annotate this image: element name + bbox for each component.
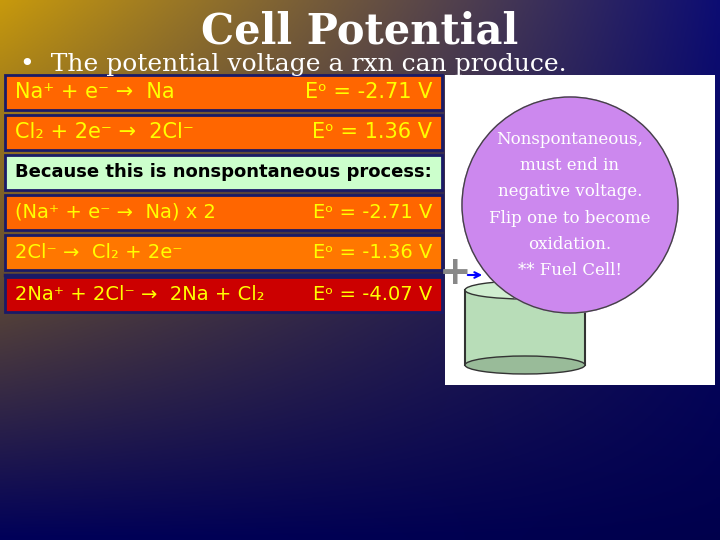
- FancyBboxPatch shape: [445, 75, 715, 385]
- Text: Na⁺ + e⁻ →  Na: Na⁺ + e⁻ → Na: [15, 82, 175, 102]
- FancyBboxPatch shape: [5, 75, 442, 110]
- Text: Cl₂ + 2e⁻ →  2Cl⁻: Cl₂ + 2e⁻ → 2Cl⁻: [15, 122, 194, 142]
- Text: Eᵒ = 1.36 V: Eᵒ = 1.36 V: [312, 122, 432, 142]
- Text: (Na⁺ + e⁻ →  Na) x 2: (Na⁺ + e⁻ → Na) x 2: [15, 202, 216, 221]
- FancyBboxPatch shape: [5, 276, 442, 312]
- FancyBboxPatch shape: [5, 154, 442, 190]
- Text: Eᵒ = -2.71 V: Eᵒ = -2.71 V: [312, 202, 432, 221]
- Text: Because this is nonspontaneous process:: Because this is nonspontaneous process:: [15, 163, 432, 181]
- Text: 2Cl⁻ →  Cl₂ + 2e⁻: 2Cl⁻ → Cl₂ + 2e⁻: [15, 242, 182, 261]
- FancyBboxPatch shape: [5, 234, 442, 269]
- Ellipse shape: [465, 281, 585, 299]
- Text: Eᵒ = -2.71 V: Eᵒ = -2.71 V: [305, 82, 432, 102]
- Text: Eᵒ = -1.36 V: Eᵒ = -1.36 V: [312, 242, 432, 261]
- Text: Cell Potential: Cell Potential: [202, 11, 518, 53]
- Text: Eᵒ = -4.07 V: Eᵒ = -4.07 V: [312, 285, 432, 303]
- Text: 2Na⁺ + 2Cl⁻ →  2Na + Cl₂: 2Na⁺ + 2Cl⁻ → 2Na + Cl₂: [15, 285, 265, 303]
- FancyBboxPatch shape: [5, 114, 442, 150]
- Text: •  The potential voltage a rxn can produce.: • The potential voltage a rxn can produc…: [20, 53, 567, 77]
- Text: Nonspontaneous,
must end in
negative voltage.
Flip one to become
oxidation.
** F: Nonspontaneous, must end in negative vol…: [490, 131, 651, 279]
- Ellipse shape: [465, 356, 585, 374]
- Circle shape: [462, 97, 678, 313]
- Text: +: +: [438, 254, 472, 292]
- FancyBboxPatch shape: [5, 194, 442, 230]
- FancyBboxPatch shape: [465, 290, 585, 365]
